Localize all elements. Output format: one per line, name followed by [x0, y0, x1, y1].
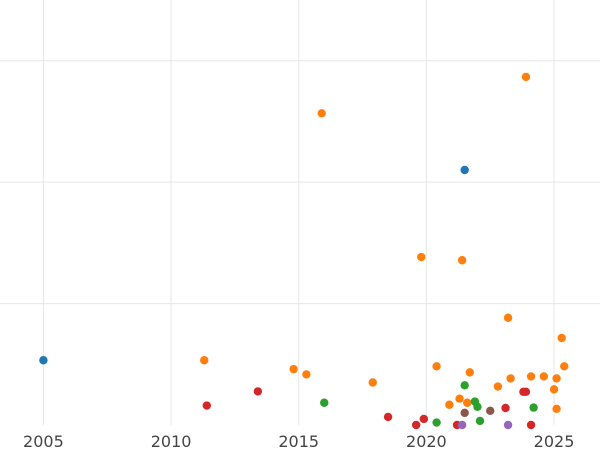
data-point — [417, 252, 426, 262]
data-point — [460, 381, 469, 390]
data-point — [503, 313, 513, 322]
data-point — [457, 420, 467, 430]
data-point — [503, 420, 513, 430]
x-tick-label: 2020 — [406, 432, 447, 450]
data-point — [202, 401, 212, 410]
data-point — [383, 412, 393, 422]
data-point — [493, 382, 503, 391]
data-point — [529, 403, 538, 412]
data-point — [457, 256, 467, 265]
data-point — [445, 400, 454, 409]
x-tick-labels: 2005 2010 2015 2020 2025 — [23, 432, 574, 450]
data-point — [460, 408, 469, 418]
data-point — [560, 362, 569, 371]
data-point — [526, 420, 536, 430]
data-point — [552, 404, 561, 414]
data-point — [432, 418, 441, 427]
data-point — [289, 364, 298, 374]
data-point — [432, 362, 441, 371]
data-point — [455, 394, 464, 403]
data-point — [200, 356, 209, 365]
data-point — [557, 333, 566, 343]
x-tick-label: 2010 — [151, 432, 192, 450]
data-point — [506, 374, 515, 383]
data-point — [463, 398, 472, 407]
data-point — [521, 387, 531, 397]
data-point — [539, 372, 549, 381]
data-point — [460, 165, 469, 175]
x-tick-label: 2025 — [534, 432, 575, 450]
grid-layer — [0, 0, 600, 425]
data-point — [521, 72, 531, 82]
data-point — [486, 406, 495, 416]
data-point — [475, 416, 485, 426]
data-point — [501, 403, 510, 413]
data-point — [473, 402, 482, 411]
data-point — [549, 385, 559, 394]
points-layer — [39, 72, 569, 430]
data-point — [39, 356, 48, 365]
data-point — [411, 420, 421, 430]
data-point — [317, 109, 326, 118]
data-point — [368, 378, 377, 387]
x-tick-label: 2005 — [23, 432, 64, 450]
data-point — [253, 387, 263, 396]
data-point — [526, 372, 536, 381]
data-point — [552, 374, 561, 383]
data-point — [419, 414, 429, 424]
data-point — [320, 398, 329, 407]
data-point — [465, 368, 474, 377]
x-tick-label: 2015 — [278, 432, 319, 450]
data-point — [302, 370, 311, 379]
